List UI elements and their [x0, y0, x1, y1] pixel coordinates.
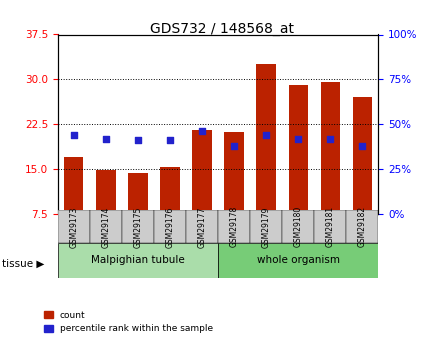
Text: GSM29181: GSM29181: [326, 206, 335, 247]
Text: GDS732 / 148568_at: GDS732 / 148568_at: [150, 22, 295, 37]
Text: GSM29179: GSM29179: [262, 206, 271, 247]
FancyBboxPatch shape: [58, 210, 90, 243]
Text: whole organism: whole organism: [257, 256, 340, 265]
Text: GSM29176: GSM29176: [166, 206, 174, 247]
Text: GSM29175: GSM29175: [134, 206, 142, 247]
FancyBboxPatch shape: [58, 243, 218, 278]
Point: [231, 143, 238, 148]
FancyBboxPatch shape: [314, 210, 346, 243]
Bar: [160, 167, 180, 214]
Text: tissue ▶: tissue ▶: [2, 259, 44, 269]
Point: [70, 132, 77, 138]
Legend: count, percentile rank within the sample: count, percentile rank within the sample: [40, 307, 217, 337]
Bar: [96, 170, 116, 214]
Text: GSM29173: GSM29173: [69, 206, 78, 247]
Bar: [64, 157, 84, 214]
Bar: [128, 173, 148, 214]
FancyBboxPatch shape: [90, 210, 122, 243]
Text: GSM29182: GSM29182: [358, 206, 367, 247]
Point: [295, 136, 302, 141]
Point: [166, 138, 174, 143]
FancyBboxPatch shape: [122, 210, 154, 243]
FancyBboxPatch shape: [154, 210, 186, 243]
FancyBboxPatch shape: [218, 210, 250, 243]
Bar: [352, 97, 372, 214]
Bar: [192, 130, 212, 214]
Text: GSM29177: GSM29177: [198, 206, 206, 247]
FancyBboxPatch shape: [346, 210, 378, 243]
Bar: [224, 132, 244, 214]
Point: [327, 136, 334, 141]
Point: [198, 129, 206, 134]
Text: Malpighian tubule: Malpighian tubule: [91, 256, 185, 265]
Text: GSM29174: GSM29174: [101, 206, 110, 247]
Text: GSM29178: GSM29178: [230, 206, 239, 247]
Bar: [320, 82, 340, 214]
FancyBboxPatch shape: [250, 210, 282, 243]
FancyBboxPatch shape: [218, 243, 378, 278]
Point: [134, 138, 142, 143]
Point: [263, 132, 270, 138]
Text: GSM29180: GSM29180: [294, 206, 303, 247]
Point: [359, 143, 366, 148]
FancyBboxPatch shape: [282, 210, 314, 243]
FancyBboxPatch shape: [186, 210, 218, 243]
Bar: [288, 85, 308, 214]
Bar: [256, 65, 276, 214]
Point: [102, 136, 109, 141]
